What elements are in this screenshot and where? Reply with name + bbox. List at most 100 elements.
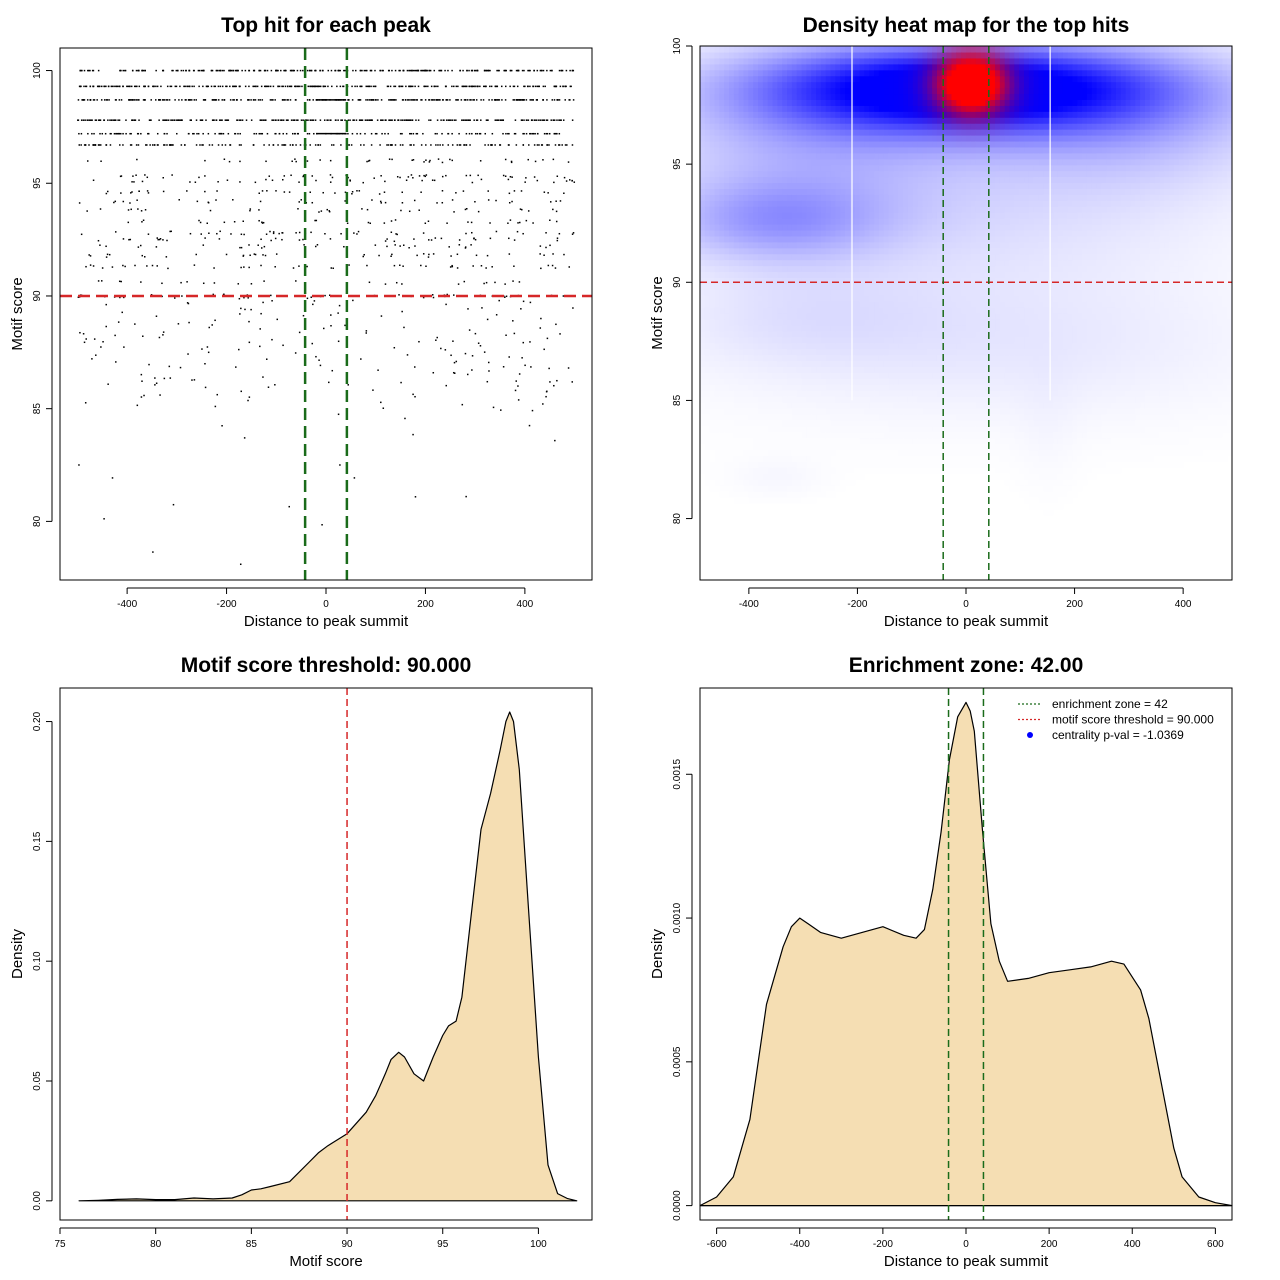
heatmap-cell [733, 413, 740, 421]
heatmap-cell [772, 431, 778, 439]
heatmap-cell [767, 51, 774, 59]
heatmap-cell [758, 366, 764, 373]
heatmap-cell [767, 473, 774, 480]
scatter-point [105, 256, 108, 258]
heatmap-cell [743, 111, 749, 118]
scatter-point [80, 69, 83, 72]
x-tick-label: -200 [217, 599, 237, 610]
scatter-point [542, 99, 544, 101]
scatter-point [366, 264, 368, 267]
heatmap-cell [767, 330, 774, 338]
heatmap-cell [704, 455, 711, 462]
heatmap-cell [724, 378, 730, 385]
heatmap-cell [772, 467, 778, 474]
heatmap-cell [700, 354, 706, 362]
heatmap-cell [787, 235, 793, 243]
heatmap-cell [791, 87, 798, 95]
heatmap-cell [767, 170, 774, 178]
scatter-point [356, 190, 358, 192]
heatmap-cell [709, 123, 716, 130]
heatmap-cell [796, 152, 803, 160]
scatter-point [407, 119, 410, 121]
heatmap-cell [762, 194, 769, 201]
scatter-point [402, 244, 405, 246]
heatmap-cell [762, 259, 769, 267]
heatmap-cell [738, 170, 745, 178]
scatter-point [257, 99, 260, 101]
scatter-point [310, 231, 312, 234]
scatter-point [471, 69, 474, 72]
scatter-point [522, 300, 525, 303]
scatter-point [107, 383, 109, 385]
heatmap-cell [743, 200, 749, 207]
heatmap-cell [729, 253, 735, 261]
heatmap-cell [840, 140, 846, 148]
heatmap-cell [869, 425, 875, 433]
heatmap-cell [806, 455, 812, 462]
scatter-point [97, 144, 100, 146]
scatter-point [453, 294, 455, 296]
heatmap-cell [811, 123, 817, 130]
scatter-point [179, 366, 182, 369]
scatter-point [144, 174, 146, 176]
heatmap-cell [700, 449, 706, 456]
scatter-point [359, 99, 362, 101]
heatmap-cell [835, 307, 841, 314]
heatmap-cell [729, 360, 735, 367]
scatter-point [319, 119, 322, 121]
scatter-point [361, 69, 363, 72]
heatmap-cell [767, 224, 774, 231]
scatter-point [327, 69, 330, 72]
scatter-point [158, 119, 160, 121]
heatmap-cell [874, 87, 880, 95]
heatmap-cell [787, 313, 793, 320]
heatmap-cell [869, 152, 875, 160]
heatmap-cell [758, 336, 764, 344]
scatter-point [474, 85, 476, 88]
heatmap-cell [830, 259, 837, 267]
scatter-point [277, 69, 279, 72]
heatmap-cell [874, 443, 880, 451]
heatmap-cell [729, 46, 735, 53]
heatmap-cell [811, 461, 817, 468]
scatter-point [412, 433, 414, 436]
heatmap-cell [874, 425, 880, 433]
scatter-point [508, 202, 511, 204]
heatmap-cell [787, 425, 793, 433]
heatmap-cell [796, 455, 803, 462]
heatmap-cell [709, 140, 716, 148]
heatmap-cell [772, 496, 778, 504]
heatmap-cell [762, 372, 769, 379]
heatmap-cell [811, 51, 817, 59]
heatmap-cell [801, 69, 807, 77]
heatmap-cell [724, 485, 730, 492]
scatter-point [392, 99, 395, 101]
scatter-point [238, 297, 241, 300]
heatmap-cell [878, 229, 885, 237]
heatmap-cell [743, 158, 749, 166]
heatmap-cell [791, 318, 798, 326]
heatmap-cell [791, 206, 798, 213]
heatmap-cell [704, 479, 711, 486]
heatmap-cell [864, 425, 870, 433]
scatter-point [433, 85, 436, 88]
heatmap-cell [825, 117, 832, 124]
heatmap-cell [700, 218, 706, 225]
heatmap-cell [724, 247, 730, 255]
heatmap-cell [709, 235, 716, 243]
scatter-point [164, 119, 167, 121]
scatter-point [467, 119, 469, 121]
scatter-point [388, 158, 391, 160]
heatmap-cell [845, 378, 851, 385]
scatter-point [412, 99, 414, 101]
scatter-point [480, 178, 483, 181]
scatter-point [410, 174, 413, 176]
heatmap-cell [791, 473, 798, 480]
heatmap-cell [874, 140, 880, 148]
heatmap-cell [825, 390, 832, 397]
heatmap-cell [840, 135, 846, 142]
heatmap-cell [835, 105, 841, 112]
heatmap-cell [709, 354, 716, 362]
scatter-point [224, 144, 227, 146]
heatmap-cell [782, 461, 788, 468]
